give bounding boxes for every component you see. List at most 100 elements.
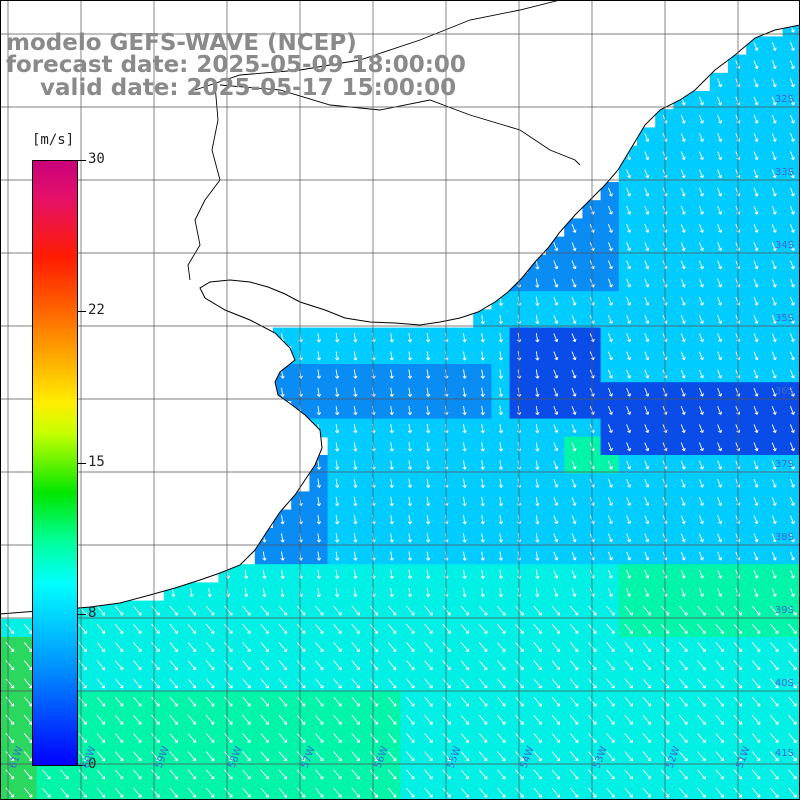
- wind-arrow: [753, 96, 759, 106]
- wind-arrow: [114, 642, 124, 653]
- wind-arrow: [96, 605, 106, 616]
- wind-arrow: [78, 714, 87, 725]
- wind-arrow: [680, 351, 686, 361]
- wind-arrow: [789, 478, 795, 488]
- wind-arrow: [96, 751, 106, 762]
- wind-arrow: [406, 714, 415, 725]
- wind-arrow: [389, 515, 394, 525]
- wind-arrow: [533, 769, 542, 780]
- wind-arrow: [478, 787, 488, 798]
- wind-arrow: [5, 660, 15, 671]
- wind-arrow: [5, 696, 15, 707]
- wind-arrow: [697, 751, 706, 762]
- wind-speed-cell: [218, 782, 238, 800]
- wind-arrow: [424, 642, 433, 653]
- wind-arrow: [535, 551, 540, 561]
- wind-speed-cell: [618, 782, 638, 800]
- wind-arrow: [715, 714, 724, 725]
- wind-arrow: [644, 242, 650, 252]
- wind-arrow: [478, 623, 488, 634]
- wind-arrow: [462, 351, 467, 361]
- wind-arrow: [535, 296, 540, 306]
- wind-arrow: [771, 78, 777, 88]
- wind-arrow: [497, 769, 506, 780]
- wind-arrow: [717, 387, 723, 397]
- wind-arrow: [789, 242, 795, 252]
- wind-arrow: [478, 751, 488, 762]
- wind-speed-cell: [418, 782, 438, 800]
- wind-arrow: [114, 714, 124, 725]
- wind-arrow: [460, 769, 470, 780]
- wind-arrow: [626, 478, 632, 488]
- wind-arrow: [553, 515, 559, 525]
- wind-arrow: [788, 660, 797, 671]
- wind-arrow: [260, 751, 269, 762]
- wind-arrow: [624, 678, 633, 689]
- wind-arrow: [789, 333, 795, 343]
- wind-arrow: [242, 787, 251, 798]
- wind-arrow: [789, 460, 795, 470]
- wind-arrow: [480, 551, 485, 561]
- wind-arrow: [624, 660, 633, 671]
- wind-arrow: [315, 714, 324, 725]
- wind-arrow: [515, 623, 524, 634]
- wind-arrow: [644, 442, 650, 452]
- wind-arrow: [151, 623, 160, 634]
- wind-arrow: [697, 642, 706, 653]
- wind-arrow: [389, 369, 394, 379]
- wind-arrow: [698, 569, 704, 579]
- wind-arrow: [478, 769, 488, 780]
- wind-arrow: [205, 623, 215, 634]
- wind-arrow: [569, 787, 579, 798]
- wind-arrow: [351, 696, 360, 707]
- wind-arrow: [717, 515, 723, 525]
- wind-arrow: [571, 387, 577, 397]
- wind-arrow: [753, 569, 759, 579]
- wind-arrow: [789, 296, 795, 306]
- wind-arrow: [169, 733, 178, 744]
- wind-arrow: [462, 496, 467, 507]
- wind-arrow: [353, 405, 358, 416]
- wind-arrow: [5, 714, 15, 725]
- wind-arrow: [535, 278, 540, 288]
- wind-arrow: [553, 315, 559, 324]
- wind-arrow: [698, 205, 704, 215]
- wind-arrow: [717, 551, 723, 561]
- wind-arrow: [551, 696, 561, 707]
- wind-arrow: [753, 42, 759, 51]
- wind-arrow: [551, 733, 561, 744]
- wind-arrow: [607, 278, 613, 288]
- wind-arrow: [533, 605, 542, 616]
- wind-arrow: [353, 569, 358, 579]
- wind-arrow: [426, 369, 431, 379]
- wind-arrow: [771, 478, 777, 488]
- wind-arrow: [424, 660, 433, 671]
- wind-arrow: [498, 587, 504, 598]
- wind-arrow: [644, 478, 650, 488]
- wind-arrow: [717, 569, 723, 579]
- wind-arrow: [533, 660, 542, 671]
- wind-arrow: [460, 733, 470, 744]
- wind-arrow: [480, 351, 485, 361]
- wind-arrow: [387, 642, 397, 653]
- wind-arrow: [770, 642, 779, 653]
- wind-arrow: [498, 387, 504, 397]
- wind-arrow: [771, 369, 777, 379]
- wind-arrow: [551, 623, 561, 634]
- wind-arrow: [442, 660, 451, 671]
- wind-speed-cell: [72, 782, 92, 800]
- wind-arrow: [333, 678, 342, 689]
- wind-arrow: [315, 787, 324, 798]
- wind-speed-cell: [782, 418, 800, 438]
- wind-arrow: [697, 605, 706, 616]
- wind-arrow: [789, 515, 795, 525]
- wind-arrow: [624, 623, 633, 634]
- wind-arrow: [187, 733, 197, 744]
- wind-speed-cell: [782, 473, 800, 492]
- wind-arrow: [607, 515, 613, 525]
- wind-arrow: [789, 442, 795, 452]
- wind-arrow: [96, 623, 106, 634]
- wind-arrow: [679, 660, 688, 671]
- wind-arrow: [351, 642, 360, 653]
- wind-arrow: [753, 78, 759, 88]
